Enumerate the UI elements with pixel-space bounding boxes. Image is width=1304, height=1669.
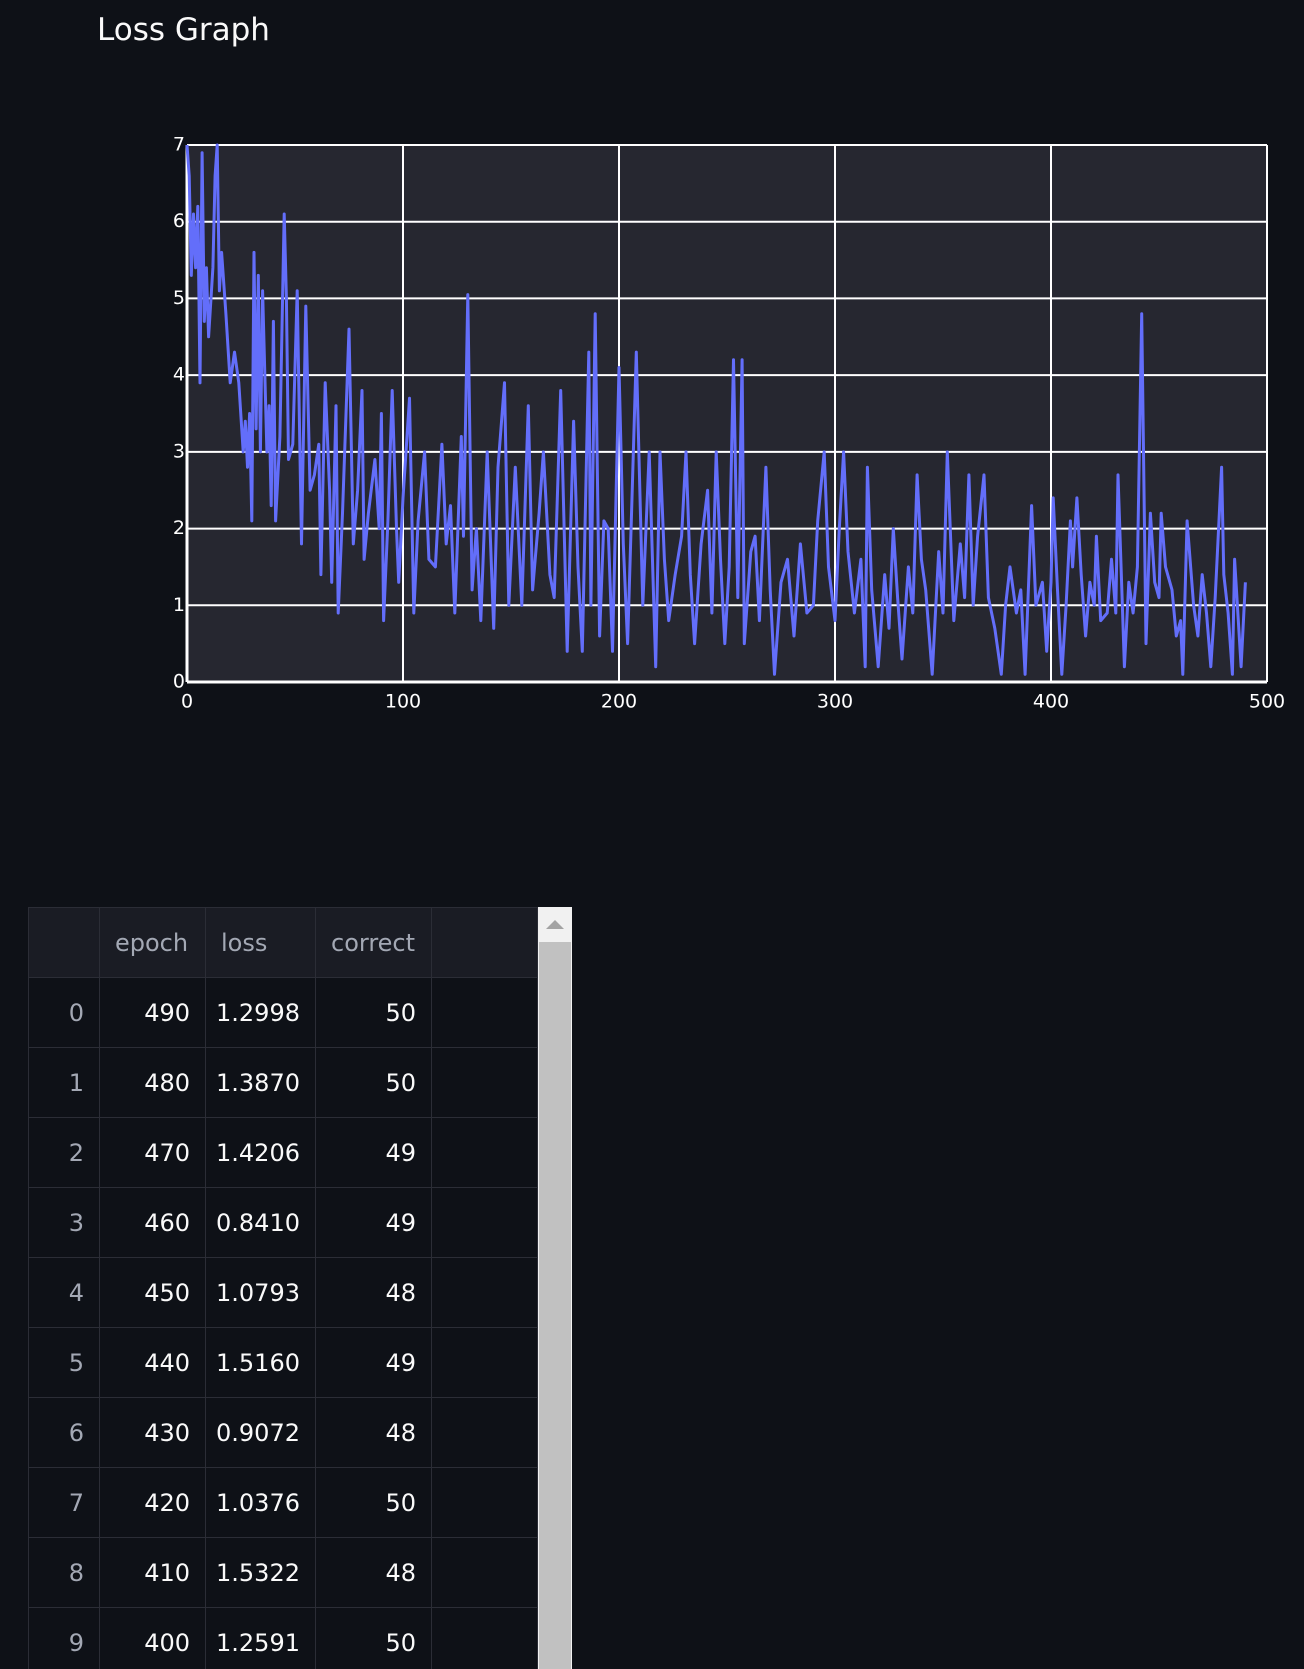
table-cell: 50 xyxy=(316,1048,432,1118)
table-cell: 49 xyxy=(316,1118,432,1188)
table-cell: 470 xyxy=(100,1118,206,1188)
table-cell: 400 xyxy=(100,1608,206,1669)
table-cell: 450 xyxy=(100,1258,206,1328)
table-cell: 440 xyxy=(100,1328,206,1398)
y-tick-label: 4 xyxy=(173,364,185,386)
table-cell: 1.2591 xyxy=(206,1608,316,1669)
table-cell: 50 xyxy=(316,1608,432,1669)
table-cell: 410 xyxy=(100,1538,206,1608)
table-cell: 48 xyxy=(316,1538,432,1608)
row-index: 6 xyxy=(28,1398,100,1468)
x-tick-label: 200 xyxy=(601,691,637,713)
row-index: 1 xyxy=(28,1048,100,1118)
table-cell: 49 xyxy=(316,1188,432,1258)
scrollbar[interactable] xyxy=(538,907,572,1669)
table-cell: 1.5322 xyxy=(206,1538,316,1608)
table-cell: 48 xyxy=(316,1398,432,1468)
y-tick-label: 2 xyxy=(173,517,185,539)
table-cell xyxy=(432,1398,538,1468)
x-tick-label: 300 xyxy=(817,691,853,713)
table-cell xyxy=(432,1328,538,1398)
column-header: correct xyxy=(316,907,432,978)
loss-line xyxy=(185,143,1247,676)
table-cell: 430 xyxy=(100,1398,206,1468)
table-cell xyxy=(432,1118,538,1188)
table-cell: 1.4206 xyxy=(206,1118,316,1188)
row-index: 7 xyxy=(28,1468,100,1538)
table-cell: 460 xyxy=(100,1188,206,1258)
table-cell: 50 xyxy=(316,978,432,1048)
table-cell: 1.3870 xyxy=(206,1048,316,1118)
table-cell: 1.5160 xyxy=(206,1328,316,1398)
table-cell xyxy=(432,1608,538,1669)
table-cell: 1.2998 xyxy=(206,978,316,1048)
y-tick-label: 0 xyxy=(173,671,185,693)
row-index: 0 xyxy=(28,978,100,1048)
table-cell: 1.0793 xyxy=(206,1258,316,1328)
header-cell xyxy=(432,907,538,978)
table-cell: 480 xyxy=(100,1048,206,1118)
table-cell xyxy=(432,978,538,1048)
chart: 0 1 2 3 4 5 6 7 0 100 200 300 400 500 xyxy=(173,134,1285,713)
row-index: 8 xyxy=(28,1538,100,1608)
header-cell xyxy=(28,907,100,978)
table-cell: 48 xyxy=(316,1258,432,1328)
y-tick-label: 7 xyxy=(173,134,185,156)
y-tick-label: 3 xyxy=(173,440,185,462)
y-tick-label: 6 xyxy=(173,210,185,232)
table-cell: 0.8410 xyxy=(206,1188,316,1258)
table-cell xyxy=(432,1538,538,1608)
row-index: 5 xyxy=(28,1328,100,1398)
x-tick-label: 100 xyxy=(385,691,421,713)
y-tick-label: 5 xyxy=(173,287,185,309)
y-tick-label: 1 xyxy=(173,594,185,616)
chart-title: Loss Graph xyxy=(97,12,270,48)
table-cell: 0.9072 xyxy=(206,1398,316,1468)
table-cell: 50 xyxy=(316,1468,432,1538)
row-index: 9 xyxy=(28,1608,100,1669)
data-table[interactable]: epoch loss correct 0 490 1.2998 50 1 480 1.3870 50… xyxy=(28,907,572,1669)
x-tick-label: 400 xyxy=(1033,691,1069,713)
table-cell xyxy=(432,1468,538,1538)
x-tick-label: 500 xyxy=(1249,691,1285,713)
row-index: 2 xyxy=(28,1118,100,1188)
scroll-thumb[interactable] xyxy=(539,942,571,1669)
table-cell: 420 xyxy=(100,1468,206,1538)
row-index: 3 xyxy=(28,1188,100,1258)
table-cell: 1.0376 xyxy=(206,1468,316,1538)
scroll-up-arrow[interactable] xyxy=(546,920,564,929)
column-header: loss xyxy=(206,907,316,978)
table-cell: 490 xyxy=(100,978,206,1048)
x-tick-label: 0 xyxy=(181,691,193,713)
table-cell xyxy=(432,1048,538,1118)
table-cell: 49 xyxy=(316,1328,432,1398)
table-cell xyxy=(432,1258,538,1328)
table-cell xyxy=(432,1188,538,1258)
row-index: 4 xyxy=(28,1258,100,1328)
column-header: epoch xyxy=(100,907,206,978)
